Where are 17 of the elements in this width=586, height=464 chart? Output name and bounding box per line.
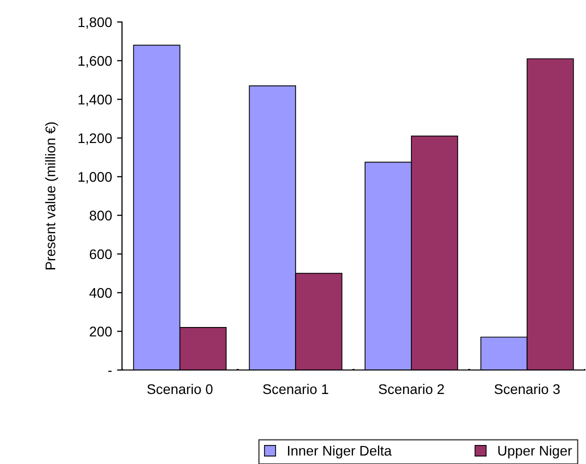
y-tick-label: 1,800: [78, 17, 112, 29]
legend-label: Upper Niger: [498, 445, 572, 458]
y-tick-label: 800: [90, 210, 112, 221]
y-tick-label: 1,400: [78, 94, 112, 106]
legend-label: Inner Niger Delta: [288, 445, 392, 458]
y-tick-label: 1,200: [78, 133, 112, 145]
y-tick-label: 1,600: [78, 56, 112, 68]
x-tick-label: Scenario 2: [378, 384, 444, 394]
y-tick-label: 600: [90, 249, 112, 260]
x-tick-label: Scenario 3: [494, 384, 560, 394]
y-tick-label: 1,000: [78, 172, 112, 184]
y-axis-title: Present value (million €): [45, 122, 58, 270]
y-tick-label: 200: [90, 326, 112, 337]
x-tick-label: Scenario 0: [147, 384, 213, 394]
y-tick-label: -: [108, 370, 112, 372]
x-tick-label: Scenario 1: [263, 384, 328, 394]
y-tick-label: 400: [89, 288, 112, 298]
